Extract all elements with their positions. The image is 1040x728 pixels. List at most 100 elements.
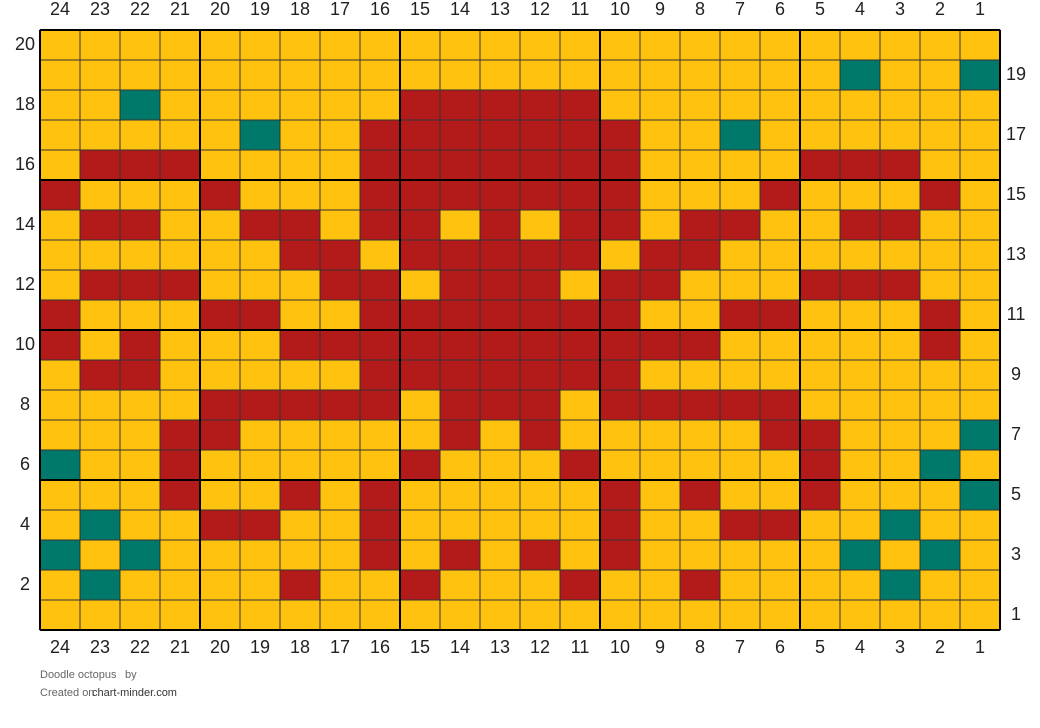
- cell: [759, 539, 801, 571]
- cell: [479, 419, 521, 451]
- cell: [359, 539, 401, 571]
- cell: [239, 239, 281, 271]
- cell: [639, 29, 681, 61]
- cell: [559, 29, 601, 61]
- cell: [719, 539, 761, 571]
- cell: [679, 539, 721, 571]
- cell: [959, 539, 1001, 571]
- cell: [239, 299, 281, 331]
- row-label: 14: [15, 214, 35, 234]
- cell: [119, 269, 161, 301]
- cell: [199, 329, 241, 361]
- column-label: 6: [775, 637, 785, 657]
- cell: [759, 149, 801, 181]
- cell: [519, 389, 561, 421]
- cell: [919, 509, 961, 541]
- cell: [959, 89, 1001, 121]
- column-label: 21: [170, 637, 190, 657]
- cell: [839, 599, 881, 631]
- cell: [839, 569, 881, 601]
- cell: [519, 479, 561, 511]
- column-label: 20: [210, 637, 230, 657]
- row-label: 7: [1011, 424, 1021, 444]
- cell: [439, 89, 481, 121]
- cell: [919, 29, 961, 61]
- cell: [639, 569, 681, 601]
- cell: [399, 509, 441, 541]
- row-label: 6: [20, 454, 30, 474]
- cell: [639, 89, 681, 121]
- row-label: 15: [1006, 184, 1026, 204]
- cell: [439, 239, 481, 271]
- cell: [79, 209, 121, 241]
- cell: [759, 569, 801, 601]
- cell: [559, 179, 601, 211]
- cell: [639, 179, 681, 211]
- cell: [359, 59, 401, 91]
- cell: [559, 539, 601, 571]
- cell: [839, 389, 881, 421]
- cell: [199, 389, 241, 421]
- cell: [199, 449, 241, 481]
- cell: [39, 359, 81, 391]
- cell: [119, 419, 161, 451]
- cell: [559, 599, 601, 631]
- cell: [479, 359, 521, 391]
- cell: [39, 209, 81, 241]
- cell: [679, 179, 721, 211]
- cell: [479, 119, 521, 151]
- cell: [399, 389, 441, 421]
- cell: [39, 599, 81, 631]
- cell: [839, 479, 881, 511]
- cell: [559, 209, 601, 241]
- cell: [799, 599, 841, 631]
- cell: [359, 269, 401, 301]
- cell: [439, 59, 481, 91]
- cell: [239, 389, 281, 421]
- cell: [319, 59, 361, 91]
- cell: [639, 149, 681, 181]
- cell: [839, 539, 881, 571]
- cell: [359, 569, 401, 601]
- cell: [119, 509, 161, 541]
- cell: [759, 449, 801, 481]
- cell: [119, 119, 161, 151]
- site-link[interactable]: chart-minder.com: [92, 687, 177, 699]
- cell: [159, 179, 201, 211]
- cell: [439, 209, 481, 241]
- cell: [439, 569, 481, 601]
- cell: [599, 479, 641, 511]
- cell: [239, 419, 281, 451]
- cell: [79, 419, 121, 451]
- cell: [799, 89, 841, 121]
- cell: [679, 389, 721, 421]
- cell: [959, 509, 1001, 541]
- cell: [359, 479, 401, 511]
- cell: [639, 119, 681, 151]
- cell: [199, 599, 241, 631]
- cell: [799, 569, 841, 601]
- cell: [479, 389, 521, 421]
- cell: [599, 569, 641, 601]
- cell: [399, 269, 441, 301]
- cell: [79, 239, 121, 271]
- cell: [399, 209, 441, 241]
- cell: [119, 149, 161, 181]
- cell: [119, 389, 161, 421]
- cell: [279, 209, 321, 241]
- column-label: 5: [815, 637, 825, 657]
- cell: [439, 269, 481, 301]
- column-label: 14: [450, 637, 470, 657]
- cell: [79, 29, 121, 61]
- cell: [519, 269, 561, 301]
- cell: [599, 539, 641, 571]
- cell: [279, 419, 321, 451]
- cell: [719, 509, 761, 541]
- cell: [559, 299, 601, 331]
- cell: [919, 359, 961, 391]
- cell: [599, 299, 641, 331]
- column-label: 3: [895, 637, 905, 657]
- cell: [79, 599, 121, 631]
- chart-title: Doodle octopus: [40, 669, 117, 681]
